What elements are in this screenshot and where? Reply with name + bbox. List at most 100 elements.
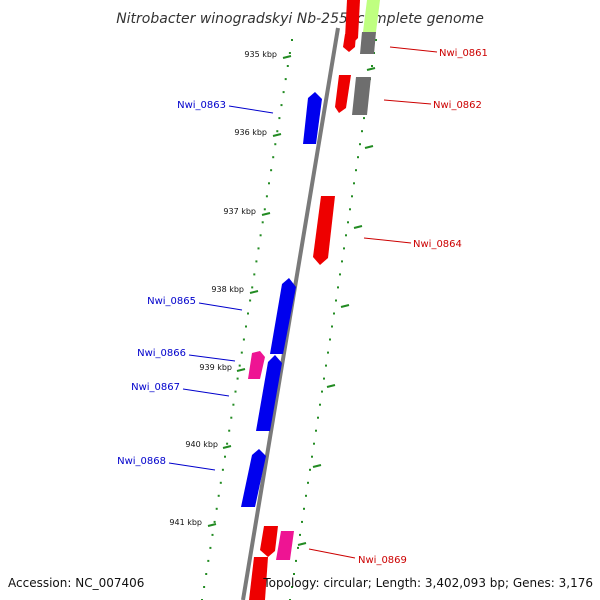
leader-nwi-0861 [389, 46, 438, 53]
track-dot [259, 234, 262, 237]
tick-label-935: 935 kbp [244, 50, 277, 59]
track-dot [238, 364, 241, 367]
kbp-tick-marks [207, 55, 376, 546]
kbp-tick [297, 542, 307, 546]
track-dot [234, 390, 237, 393]
kbp-tick [236, 368, 246, 372]
tick-label-936: 936 kbp [234, 128, 267, 137]
track-dot [226, 442, 229, 445]
track-dot [215, 507, 218, 510]
track-dot [339, 273, 341, 276]
leader-nwi-0865 [198, 302, 243, 311]
track-dot [242, 338, 245, 341]
gene-label-nwi-0867[interactable]: Nwi_0867 [131, 382, 180, 393]
track-dot [351, 195, 353, 198]
track-dot [333, 312, 335, 315]
track-dot [311, 455, 313, 458]
feature-nwi-0861-cds[interactable] [345, 0, 360, 44]
kbp-tick [353, 225, 363, 229]
gene-label-nwi-0865[interactable]: Nwi_0865 [147, 296, 196, 307]
track-dot [309, 468, 311, 471]
track-dot [203, 586, 206, 588]
track-dot [276, 130, 279, 133]
label-leader-lines [168, 46, 438, 559]
feature-shapes [241, 0, 380, 600]
gene-label-nwi-0861[interactable]: Nwi_0861 [439, 48, 488, 59]
tick-label-940: 940 kbp [185, 440, 218, 449]
gene-label-nwi-0868[interactable]: Nwi_0868 [117, 456, 166, 467]
tick-label-939: 939 kbp [199, 363, 232, 372]
track-dot [257, 247, 260, 250]
track-dot [355, 169, 357, 172]
track-dot [205, 573, 208, 575]
feature-nwi-0868-cds[interactable] [241, 449, 266, 507]
gene-label-nwi-0864[interactable]: Nwi_0864 [413, 239, 462, 250]
gc-dot-tracks [201, 39, 377, 600]
track-dot [236, 377, 239, 380]
track-dot [270, 169, 273, 172]
tick-label-938: 938 kbp [211, 285, 244, 294]
track-dot [221, 468, 224, 471]
track-dot [249, 299, 252, 302]
feature-nwi-0869-cds[interactable] [260, 526, 278, 557]
kbp-tick [364, 145, 374, 149]
track-dot [337, 286, 339, 289]
kbp-tick [249, 290, 259, 294]
track-dot [265, 195, 268, 198]
track-dot [278, 117, 281, 120]
feature-nwi-0861-cds-2[interactable] [343, 34, 356, 52]
track-dot [291, 39, 293, 41]
kbp-tick [272, 133, 282, 137]
track-dot [321, 390, 323, 393]
feature-other-a [363, 0, 380, 32]
track-dot [247, 312, 249, 315]
track-dot [343, 247, 345, 250]
leader-nwi-0868 [168, 462, 216, 471]
track-dot [261, 221, 264, 224]
feature-nwi-0863-cds[interactable] [303, 92, 322, 144]
kbp-tick [207, 523, 217, 527]
gene-label-nwi-0866[interactable]: Nwi_0866 [137, 348, 186, 359]
kbp-tick [261, 212, 271, 216]
leader-nwi-0869 [308, 548, 356, 559]
track-dot [213, 520, 216, 523]
track-dot [217, 494, 220, 497]
track-dot [207, 559, 210, 562]
track-dot [363, 117, 365, 120]
track-dot [288, 52, 291, 54]
map-title: Nitrobacter winogradskyi Nb-255, complet… [116, 11, 484, 27]
gene-labels: Nwi_0861 Nwi_0862 Nwi_0863 Nwi_0864 Nwi_… [117, 48, 488, 566]
track-dot [268, 182, 270, 185]
track-dot [315, 429, 317, 432]
track-dot [282, 91, 285, 94]
gene-label-nwi-0863[interactable]: Nwi_0863 [177, 100, 226, 111]
tick-label-941: 941 kbp [169, 518, 202, 527]
track-dot [327, 351, 329, 354]
feature-nwi-0862-cds[interactable] [335, 75, 351, 113]
track-dot [255, 260, 258, 263]
leader-nwi-0867 [182, 388, 230, 397]
track-dot [323, 377, 325, 380]
gene-label-nwi-0862[interactable]: Nwi_0862 [433, 100, 482, 111]
track-dot [211, 533, 214, 536]
track-dot [313, 442, 315, 445]
feature-nwi-0866-trna[interactable] [248, 351, 265, 379]
leader-nwi-0862 [383, 99, 432, 105]
gene-label-nwi-0869[interactable]: Nwi_0869 [358, 555, 407, 566]
feature-nwi-0865-cds[interactable] [270, 278, 296, 354]
leader-nwi-0863 [228, 105, 274, 114]
track-dot [232, 403, 235, 406]
feature-bottom-cds [249, 557, 268, 600]
track-dot [295, 559, 297, 562]
track-dot [341, 260, 343, 263]
track-dot [263, 208, 266, 211]
track-dot [224, 455, 226, 458]
track-dot [219, 481, 222, 484]
track-dot [361, 130, 363, 133]
feature-nwi-0867-cds[interactable] [256, 355, 282, 431]
kbp-tick [326, 384, 336, 388]
feature-nwi-0864-cds[interactable] [313, 196, 335, 265]
feature-nwi-0869-trna[interactable] [276, 531, 294, 560]
tick-label-937: 937 kbp [223, 207, 256, 216]
track-dot [353, 182, 355, 185]
